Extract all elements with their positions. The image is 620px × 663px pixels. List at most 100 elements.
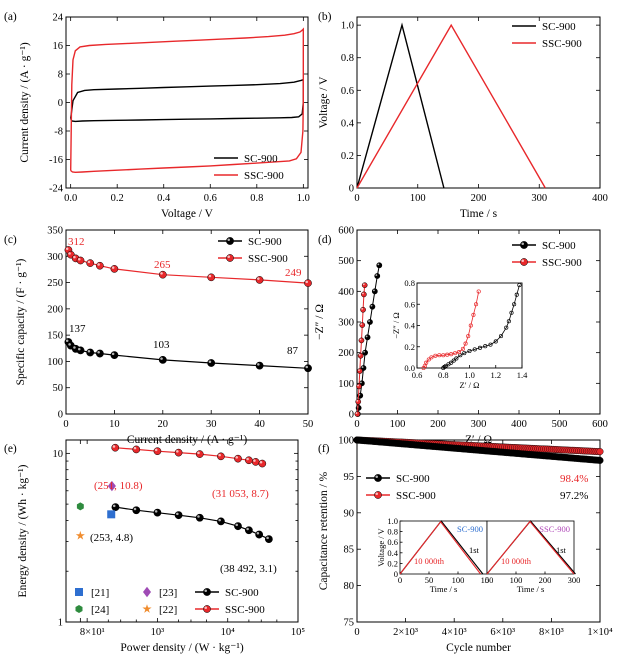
chart-e-series-sc-900-point-highlight — [112, 504, 116, 508]
chart-f-inset-1-y-axis-label: Voltage / V — [376, 527, 386, 566]
chart-a-ytick-label: -8 — [54, 127, 63, 138]
chart-d-inset-series-ssc-900-point — [426, 357, 431, 362]
chart-d-inset-series-sc-900-point — [512, 302, 517, 307]
chart-b-ytick-label: 0.6 — [341, 86, 354, 97]
chart-f-ytick-label: 80 — [344, 581, 355, 592]
chart-d-series-sc-900-point — [369, 303, 376, 310]
chart-f-inset-1-ytick-label: 0.8 — [387, 527, 398, 537]
chart-e-y-axis-label: Energy density / (Wh · kg⁻¹) — [17, 464, 29, 597]
chart-d-inset-series-ssc-900-point — [424, 360, 429, 365]
chart-d-inset-ytick-label: 0.6 — [404, 299, 415, 309]
chart-f-xtick-label: 0 — [354, 627, 359, 638]
chart-d-inset-series-ssc-900-point — [468, 323, 473, 328]
chart-f-annotation: 97.2% — [560, 490, 588, 502]
chart-d-xtick-label: 300 — [471, 419, 487, 430]
chart-a-panel-label: (a) — [4, 11, 17, 23]
chart-c-xtick-label: 10 — [109, 419, 120, 430]
chart-d-series-ssc-900-point-highlight — [361, 307, 364, 310]
chart-d-sc900-legend-marker-highlight — [521, 242, 524, 246]
chart-e-ytick-label: 1 — [58, 618, 63, 629]
chart-d-ssc900-legend-marker — [520, 258, 528, 266]
chart-a-xtick-label: 0.2 — [111, 193, 124, 204]
chart-d-inset-ytick-label: 0.2 — [404, 342, 415, 352]
chart-d-ytick-label: 100 — [338, 379, 354, 390]
chart-e-series-sc-900-point — [234, 522, 242, 531]
chart-f-x-axis-label: Cycle number — [446, 642, 511, 654]
chart-c-series-ssc-900-point — [207, 273, 216, 282]
chart-e-series-sc-900-point-highlight — [235, 523, 238, 527]
chart-f-inset-2-xtick-label: 300 — [568, 575, 581, 585]
chart-b-series-ssc-900 — [356, 23, 546, 189]
chart-c-annotation: 87 — [287, 345, 299, 357]
chart-f-sc900-legend-marker — [374, 474, 382, 482]
chart-d-inset-series-sc-900-point — [514, 292, 519, 297]
chart-c-ssc900-legend-label: SSC-900 — [248, 253, 288, 265]
chart-f-ssc900-legend-marker — [374, 491, 382, 499]
chart-b-y-axis-label: Voltage / V — [318, 76, 330, 129]
chart-d-series-sc-900-point-highlight — [373, 289, 375, 292]
chart-d-inset-series-ssc-900-point — [437, 353, 442, 358]
chart-d-ssc900-legend-label: SSC-900 — [542, 257, 582, 269]
chart-f-inset-1-xtick-label: 100 — [452, 575, 465, 585]
chart-c-series-sc-900-point-highlight — [305, 365, 308, 369]
chart-d-ytick-label: 300 — [338, 318, 354, 329]
chart-c-series-sc-900-point — [255, 361, 264, 370]
chart-c-series-ssc-900-point-highlight — [78, 257, 81, 261]
chart-e-series-sc-900-point — [255, 530, 264, 539]
chart-d-xtick-label: 0 — [354, 419, 359, 430]
chart-c-annotation: 249 — [285, 267, 302, 279]
chart-d-inset-series-sc-900-point — [483, 344, 488, 349]
chart-e-series-ssc-900-point-highlight — [154, 448, 158, 452]
chart-e-series-ssc-900-point — [132, 445, 141, 454]
chart-e-series-ssc-900-point-highlight — [253, 459, 256, 462]
chart-f-ssc900-legend-marker-highlight — [375, 492, 378, 495]
chart-e-series-sc-900-point — [264, 535, 273, 544]
chart-a-series-ssc-900 — [70, 27, 304, 174]
chart-e-ytick-label: 10 — [53, 449, 64, 460]
chart-f-inset-1-xtick-label: 150 — [481, 575, 494, 585]
chart-e-series-ssc-900-point-highlight — [112, 445, 116, 448]
chart-d-inset-series-sc-900-point — [498, 334, 504, 339]
chart-d-series-ssc-900-point — [355, 398, 362, 405]
chart-d-sc900-legend-label: SC-900 — [542, 240, 576, 252]
chart-d-inset-frame — [416, 282, 523, 369]
chart-e-series-sc-900-point-highlight — [266, 536, 269, 540]
chart-f-sc900-legend-marker-highlight — [375, 475, 378, 478]
chart-e-sc900-legend-marker — [203, 588, 211, 596]
chart-c-xtick-label: 0 — [63, 419, 68, 430]
chart-c-xtick-label: 30 — [206, 419, 217, 430]
chart-e-series-sc-900-point — [153, 508, 162, 517]
chart-c-ytick-label: 300 — [47, 252, 63, 263]
chart-c-series-sc-900-point-highlight — [160, 357, 163, 360]
chart-d-xtick-label: 200 — [430, 419, 446, 430]
chart-d-inset-series-sc-900-point — [488, 342, 493, 347]
chart-e-legend-label: [21] — [91, 587, 109, 599]
chart-d-series-ssc-900-point-highlight — [362, 292, 364, 295]
chart-b-ytick-label: 0 — [349, 184, 354, 195]
chart-f-ytick-label: 90 — [344, 508, 355, 519]
chart-c-series-ssc-900-point-highlight — [97, 263, 100, 266]
chart-c-series-ssc-900-point — [255, 276, 264, 284]
chart-d-series-ssc-900-point-highlight — [358, 369, 360, 372]
chart-d-series-sc-900-point — [364, 334, 371, 341]
chart-e-annotation: (253, 4.8) — [90, 532, 133, 544]
chart-d-inset-series-ssc-900-point — [476, 289, 481, 294]
chart-a-xtick-label: 0.4 — [157, 193, 171, 204]
chart-e-series-sc-900-point — [195, 513, 204, 522]
chart-b-ytick-label: 1.0 — [341, 21, 354, 32]
chart-e-series-ssc-900-point — [111, 443, 120, 452]
chart-d-inset-series-sc-900-point — [462, 351, 467, 356]
chart-c-series-ssc-900-point — [96, 261, 104, 270]
chart-c-series-sc-900-point-highlight — [97, 351, 100, 354]
chart-c-sc900-legend-marker — [226, 237, 234, 245]
chart-d-inset-series-sc-900-point — [509, 310, 514, 315]
chart-b-series-sc-900 — [356, 22, 445, 189]
chart-e-series-sc-900-point-highlight — [197, 515, 200, 518]
chart-c-series-sc-900-point — [86, 348, 95, 357]
chart-d-inset-xtick-label: 1.2 — [490, 370, 501, 380]
chart-d-inset-series-sc-900-point — [451, 358, 456, 363]
chart-c-series-sc-900 — [67, 341, 309, 369]
chart-d-series-sc-900-point-highlight — [368, 320, 370, 322]
chart-d-series-ssc-900 — [356, 285, 366, 415]
